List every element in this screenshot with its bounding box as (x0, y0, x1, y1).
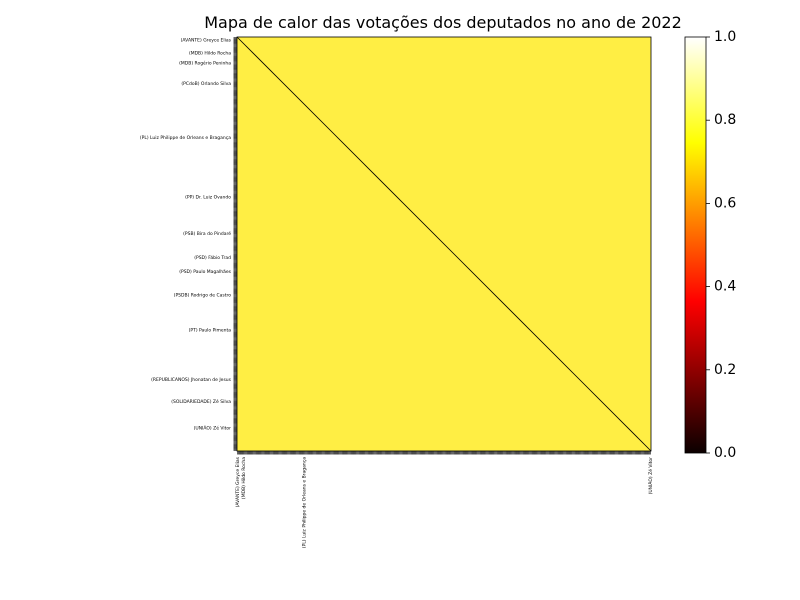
row-label: (PCdoB) Orlando Silva (181, 81, 231, 87)
colorbar-tick-label: 0.8 (714, 112, 736, 128)
row-label: (PSB) Bira do Pindaré (183, 230, 231, 237)
row-label: (PL) Luiz Philippe de Orleans e Bragança (140, 135, 231, 141)
colorbar-tick-label: 0.2 (714, 362, 736, 378)
colorbar-tick-label: 1.0 (714, 29, 736, 45)
row-tick-marks (233, 37, 237, 451)
col-labels: (AVANTE) Greyce Elias (MDB) Hildo Rocha (P… (235, 456, 654, 548)
row-labels: (AVANTE) Greyce Elias (MDB) Hildo Rocha (M… (140, 38, 232, 432)
row-label: (AVANTE) Greyce Elias (181, 38, 232, 44)
row-label: (PSDB) Rodrigo de Castro (174, 293, 232, 299)
row-label: (SOLIDARIEDADE) Zé Silva (171, 398, 231, 405)
heatmap-diagonal (236, 36, 652, 452)
row-label: (MDB) Rogério Peninha (179, 59, 231, 66)
row-label: (UNIÃO) Zé Vitor (194, 425, 231, 432)
colorbar: 0.0 0.2 0.4 0.6 0.8 1.0 (684, 29, 736, 461)
colorbar-ticks: 0.0 0.2 0.4 0.6 0.8 1.0 (706, 29, 736, 461)
col-label: (PL) Luiz Philippe de Orleans e Bragança (301, 457, 307, 548)
chart-title: Mapa de calor das votações dos deputados… (204, 13, 682, 32)
colorbar-tick-label: 0.0 (714, 445, 736, 461)
colorbar-gradient (684, 36, 707, 454)
heatmap-frame (236, 36, 652, 452)
colorbar-tick-label: 0.4 (714, 279, 736, 295)
row-label: (PSD) Paulo Magalhães (179, 269, 231, 275)
row-label: (PT) Paulo Pimenta (189, 328, 232, 334)
heatmap-plot (236, 36, 652, 452)
colorbar-tick-label: 0.6 (714, 195, 736, 211)
row-label: (MDB) Hildo Rocha (189, 51, 231, 57)
col-tick-marks (237, 451, 651, 455)
row-label: (REPUBLICANOS) Jhonatan de Jesus (151, 377, 232, 383)
col-label: (UNIÃO) Zé Vitor (647, 457, 654, 494)
col-label: (MDB) Hildo Rocha (241, 457, 247, 499)
row-label: (PSD) Fábio Trad (194, 254, 231, 261)
col-label: (AVANTE) Greyce Elias (235, 456, 241, 507)
row-label: (PP) Dr. Luiz Ovando (185, 194, 231, 200)
